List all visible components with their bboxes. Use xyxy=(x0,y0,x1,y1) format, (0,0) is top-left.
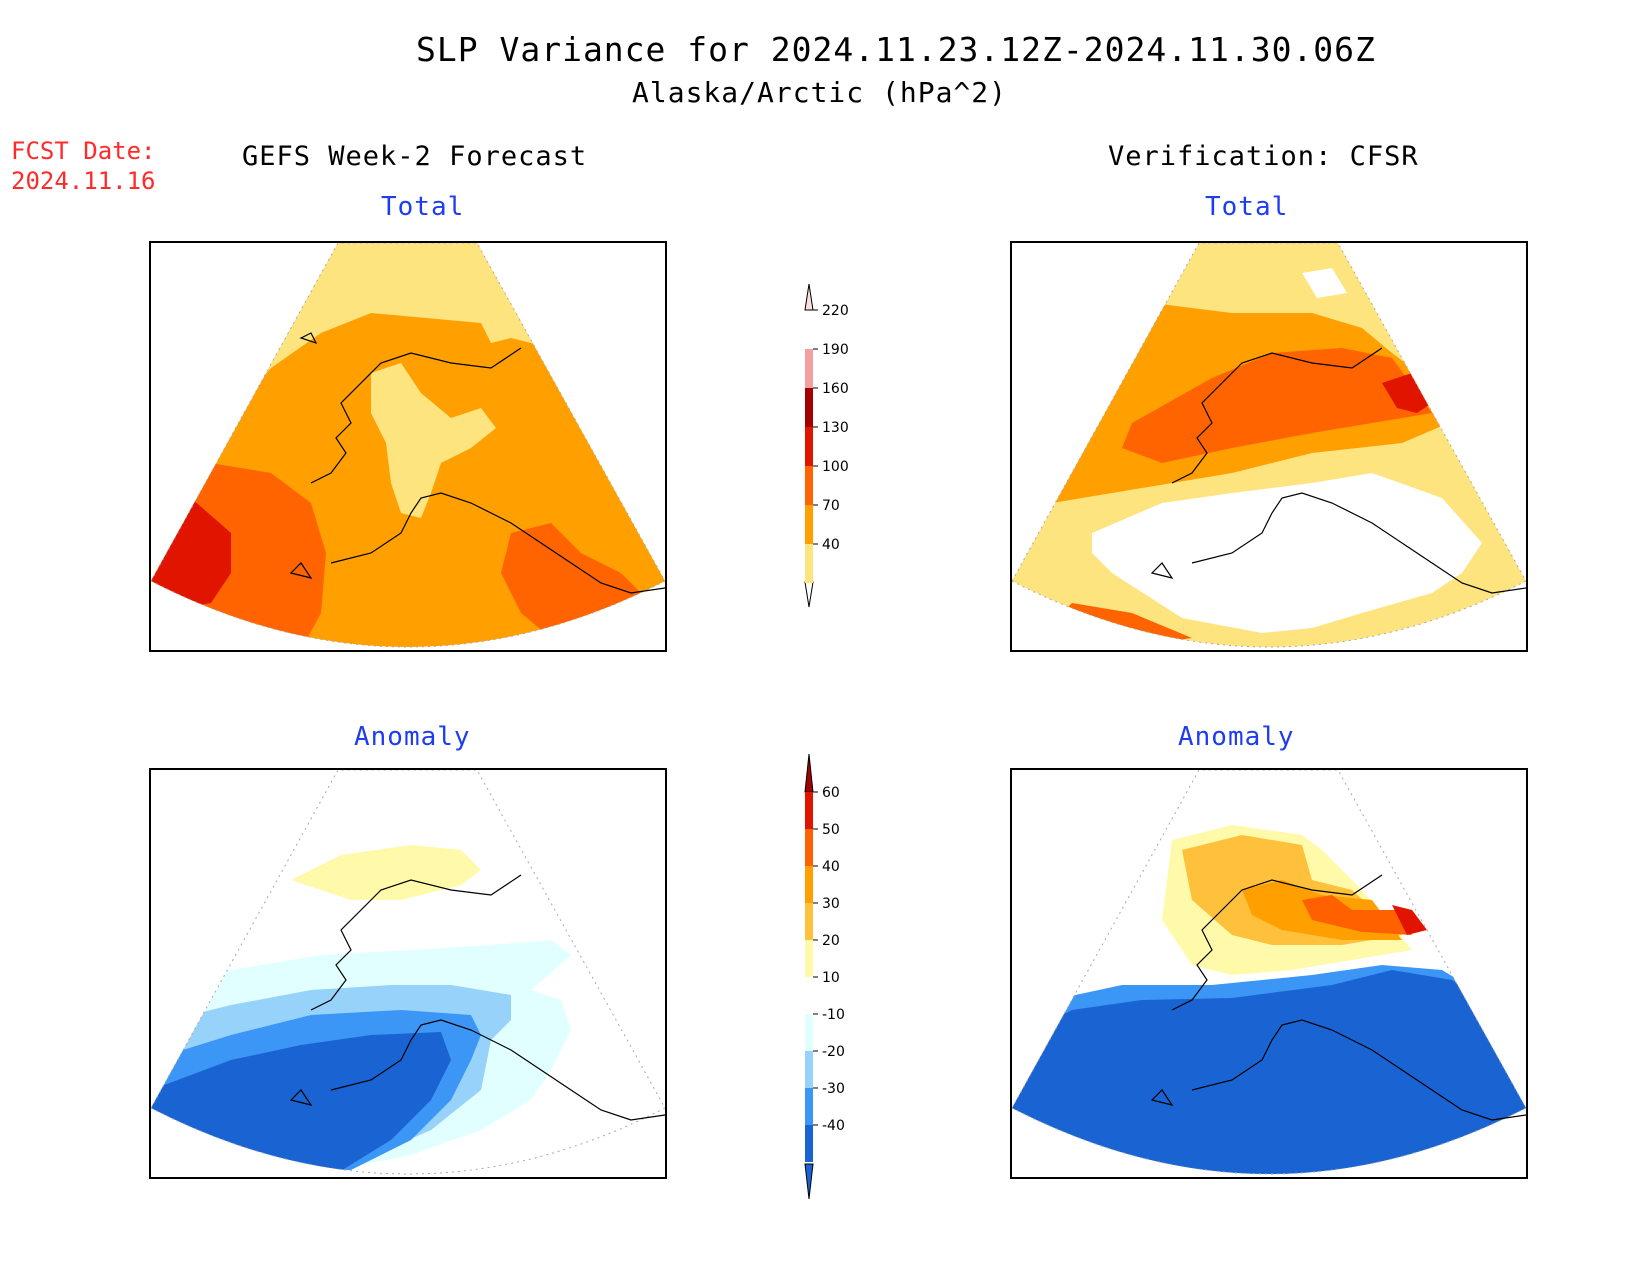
anomaly-colorbar-tick-label: 60 xyxy=(822,785,840,801)
forecast-total-map xyxy=(149,241,667,652)
forecast-total-title: Total xyxy=(381,192,465,222)
verification-anomaly-title: Anomaly xyxy=(1178,722,1295,752)
anomaly-colorbar-color-8 xyxy=(805,829,813,866)
anomaly-colorbar-color-5 xyxy=(805,940,813,977)
verification-column-title: Verification: CFSR xyxy=(1108,141,1419,172)
total-colorbar-tick-label: 130 xyxy=(822,420,849,436)
verification-anomaly-map xyxy=(1010,768,1528,1179)
anomaly-colorbar-tick-label: -30 xyxy=(822,1081,845,1097)
anomaly-colorbar-color-7 xyxy=(805,866,813,903)
main-subtitle: Alaska/Arctic (hPa^2) xyxy=(632,76,1008,109)
anomaly-colorbar-color-1 xyxy=(805,1088,813,1125)
forecast-anomaly-title: Anomaly xyxy=(354,722,471,752)
anomaly-colorbar-tick-label: 10 xyxy=(822,970,840,986)
anomaly-colorbar-tick-label: 30 xyxy=(822,896,840,912)
total-colorbar-tick-label: 100 xyxy=(822,459,849,475)
anomaly-colorbar-color-0 xyxy=(805,1125,813,1162)
total-colorbar-tick-label: 190 xyxy=(822,342,849,358)
total-colorbar-tick-label: 70 xyxy=(822,498,840,514)
total-colorbar-color-5 xyxy=(805,349,813,388)
total-colorbar-tick-label: 40 xyxy=(822,537,840,553)
main-title: SLP Variance for 2024.11.23.12Z-2024.11.… xyxy=(416,30,1376,69)
forecast-date-value: 2024.11.16 xyxy=(11,167,156,195)
total-colorbar-color-1 xyxy=(805,505,813,544)
anomaly-colorbar-color-4 xyxy=(805,977,813,1014)
anomaly-colorbar-tick-label: -10 xyxy=(822,1007,845,1023)
forecast-date-label: FCST Date: xyxy=(11,137,156,165)
verification-total-title: Total xyxy=(1205,192,1289,222)
anomaly-colorbar-tick-label: 40 xyxy=(822,859,840,875)
anomaly-colorbar: -40 -30 -20 -10 10 20 30 40 50 60 xyxy=(796,752,876,1206)
verification-total-map xyxy=(1010,241,1528,652)
total-colorbar-color-0 xyxy=(805,544,813,583)
forecast-column-title: GEFS Week-2 Forecast xyxy=(242,141,588,172)
total-colorbar-color-4 xyxy=(805,388,813,427)
anomaly-colorbar-color-9 xyxy=(805,792,813,829)
anomaly-colorbar-color-6 xyxy=(805,903,813,940)
anomaly-colorbar-color-2 xyxy=(805,1051,813,1088)
forecast-anomaly-map xyxy=(149,768,667,1179)
total-colorbar-tick-label: 160 xyxy=(822,381,849,397)
total-colorbar-tick-label: 220 xyxy=(822,303,849,319)
anomaly-colorbar-color-3 xyxy=(805,1014,813,1051)
total-colorbar-color-3 xyxy=(805,427,813,466)
total-colorbar-color-2 xyxy=(805,466,813,505)
anomaly-colorbar-tick-label: -20 xyxy=(822,1044,845,1060)
anomaly-colorbar-tick-label: 50 xyxy=(822,822,840,838)
anomaly-colorbar-tick-label: 20 xyxy=(822,933,840,949)
total-colorbar: 40 70 100 130 160 190 220 xyxy=(796,282,876,616)
anomaly-colorbar-tick-label: -40 xyxy=(822,1118,845,1134)
